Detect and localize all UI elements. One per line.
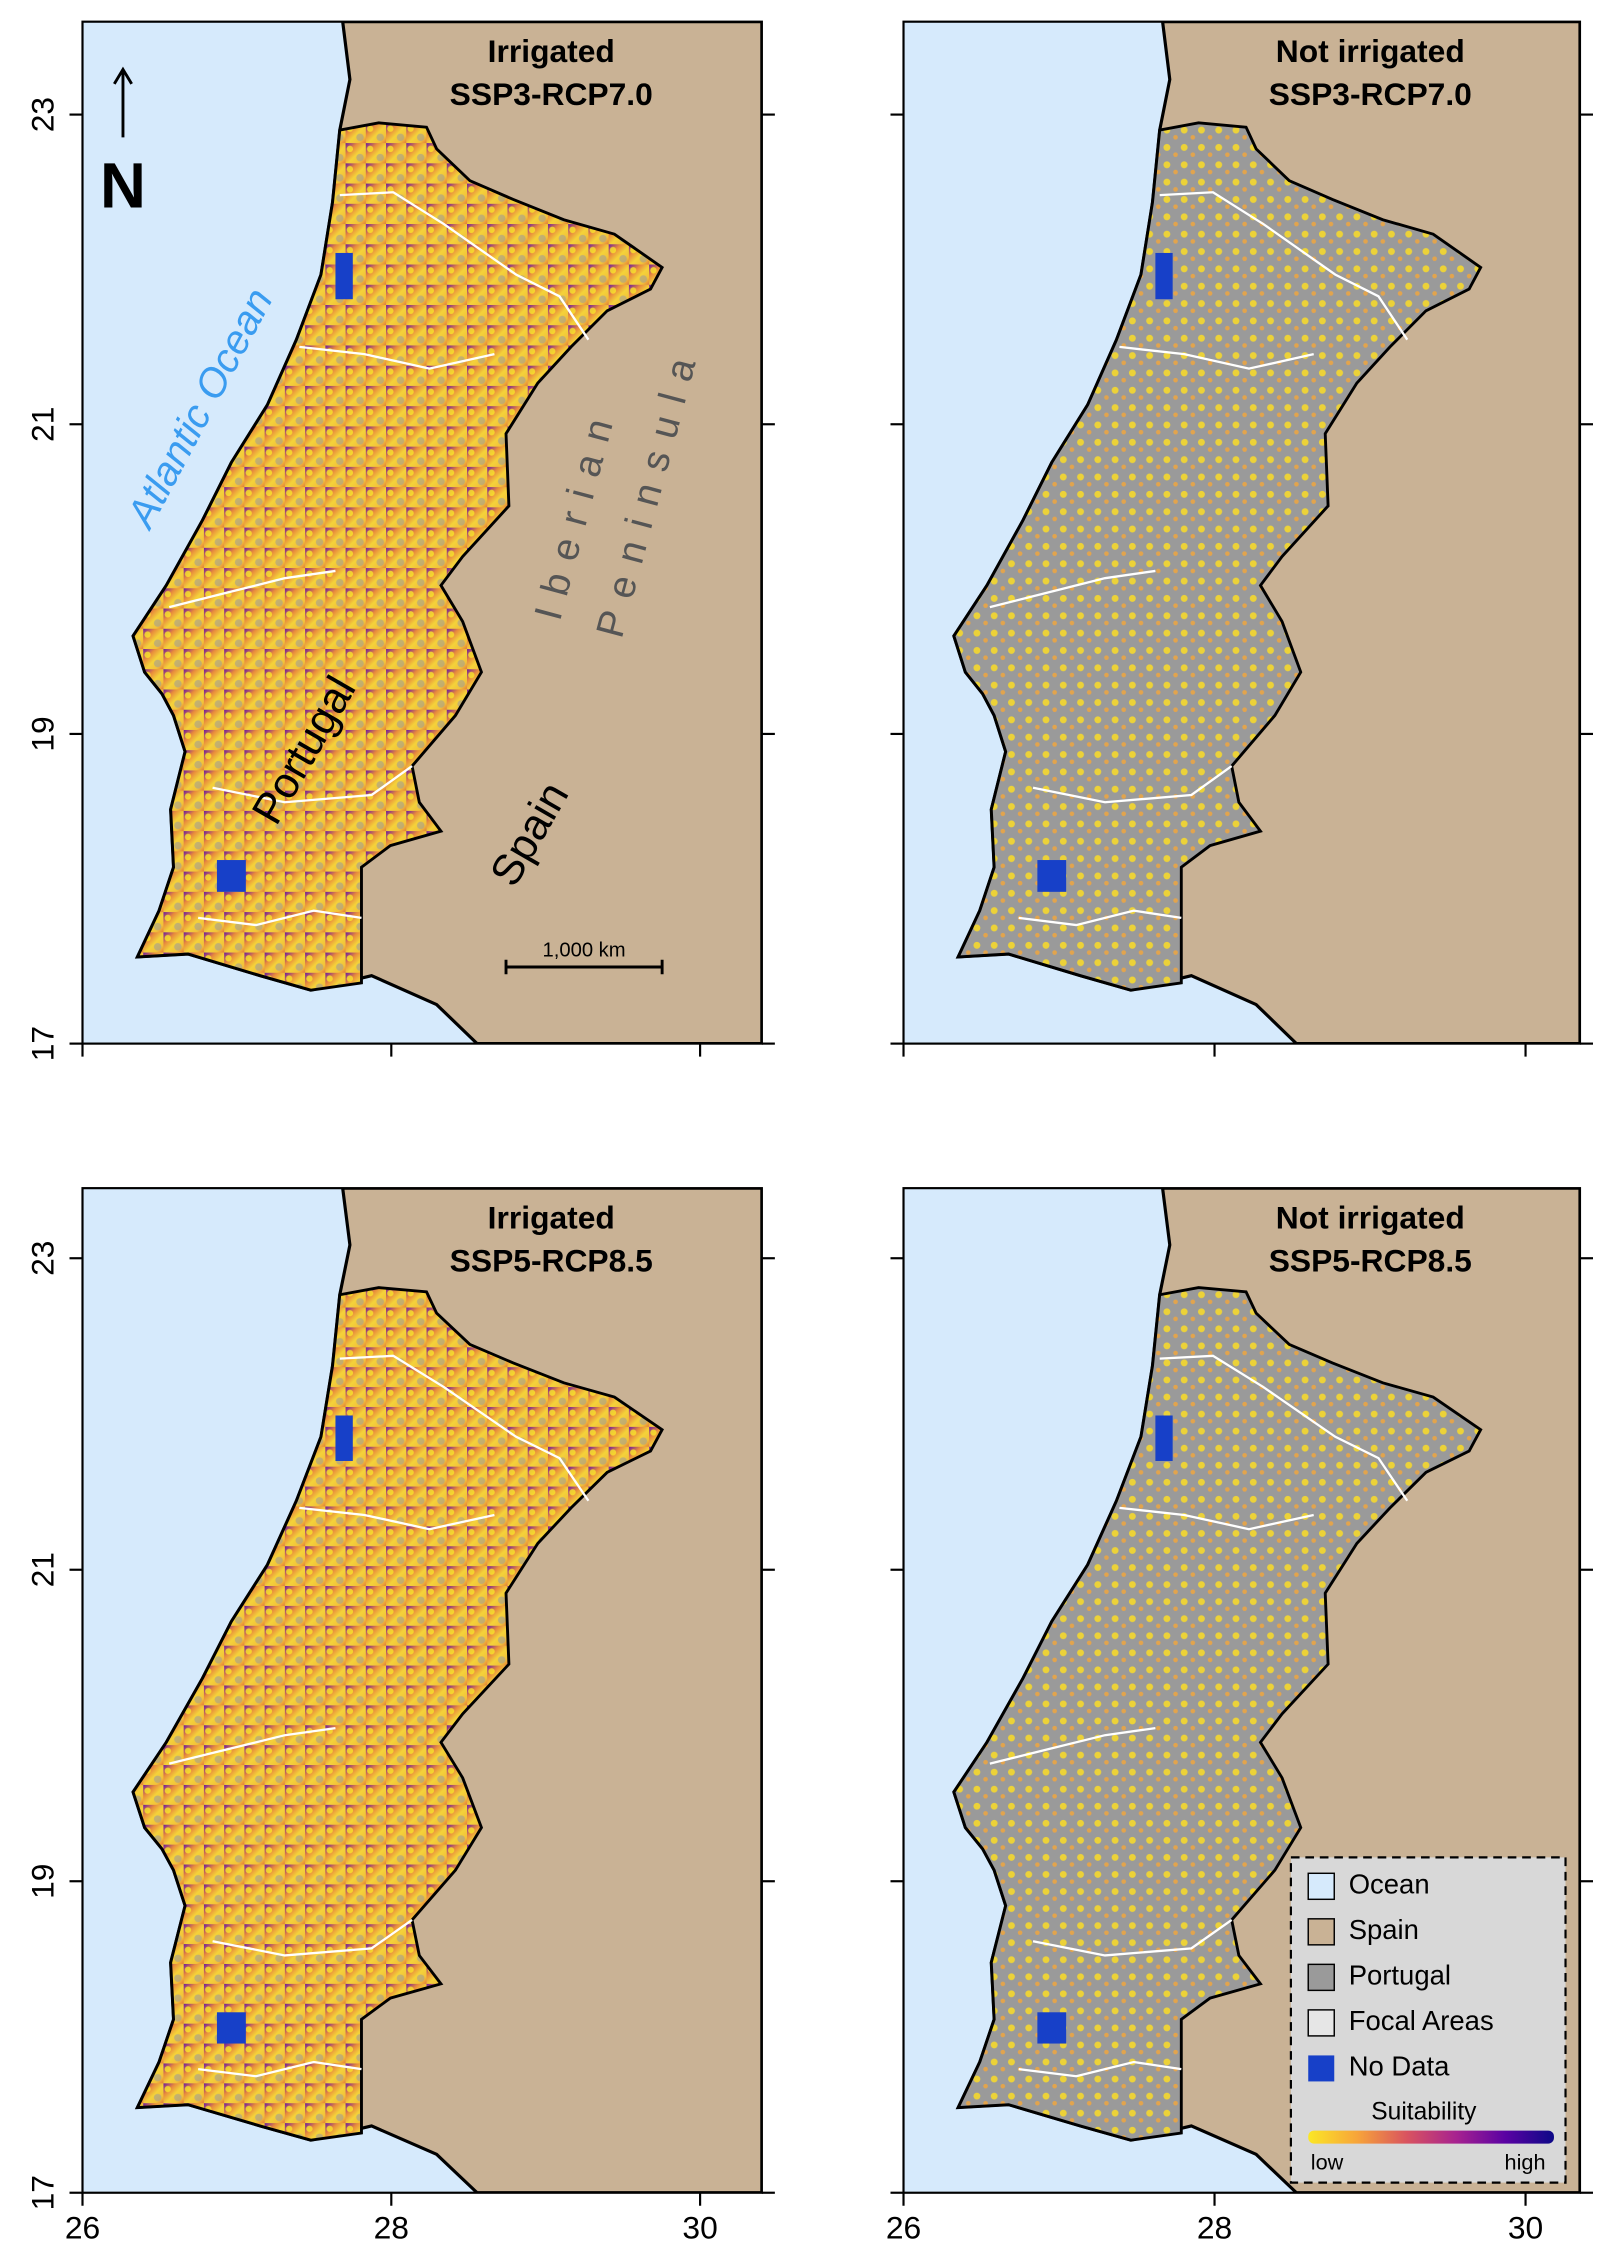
y-tick-label: 23 [24,97,60,132]
north-arrow-head [113,66,133,85]
focal-area-border [1018,909,1182,927]
no-data-area [1037,860,1067,892]
no-data-area [1155,252,1173,300]
no-data-area [216,2012,246,2044]
no-data-area [335,1415,353,1461]
legend-swatch [1307,1918,1335,1946]
panel-title: Irrigated [488,33,615,69]
no-data-area [1037,2012,1067,2044]
legend-label: Focal Areas [1349,2005,1494,2036]
portugal-layer [952,121,1483,992]
portugal-layer [131,1286,664,2142]
panel-frame [81,20,763,1045]
legend-swatch [1308,2055,1335,2082]
panel-title: SSP3-RCP7.0 [450,76,653,112]
panel-title: Irrigated [488,1199,615,1235]
legend-label: No Data [1349,2051,1450,2082]
x-tick-label: 28 [374,2210,409,2246]
legend-swatch [1307,1963,1335,1992]
y-tick-label: 21 [24,407,60,442]
panel-title: SSP3-RCP7.0 [1269,76,1472,112]
legend-box [1289,1856,1567,2184]
legend-label: Spain [1349,1914,1419,1945]
focal-area-border [299,345,495,370]
focal-area-border [1032,765,1233,804]
panel-frame [81,1187,763,2194]
x-tick-label: 28 [1197,2210,1232,2246]
y-tick-label: 17 [24,2175,60,2210]
colorbar-title: Suitability [1371,2099,1477,2126]
legend-label: Ocean [1349,1869,1430,1900]
no-data-area [1155,1415,1173,1461]
focal-area-border [1119,1506,1314,1531]
x-tick-label: 30 [1508,2210,1543,2246]
map-panel: Irrigated SSP3-RCP7.0 17 19 21 23 [24,20,775,1061]
focal-area-border [212,765,413,804]
focal-area-border [197,909,362,927]
focal-area-border [1119,345,1314,370]
x-tick-label: 26 [886,2210,921,2246]
legend-swatch [1307,1872,1335,1901]
x-tick-label: 30 [682,2210,717,2246]
panel-frame [902,1187,1582,2194]
panel-title: SSP5-RCP8.5 [1269,1243,1472,1279]
focal-area-border [168,569,336,609]
portugal-layer [131,121,664,992]
map-panel: Not irrigated SSP3-RCP7.0 [890,20,1593,1057]
colorbar-low: low [1311,2150,1344,2175]
panel-title: Not irrigated [1276,1199,1465,1235]
colorbar [1308,2130,1554,2144]
focal-area-border [989,569,1156,609]
panel-title: SSP5-RCP8.5 [450,1243,653,1279]
focal-area-border [212,1918,413,1957]
y-tick-label: 17 [24,1026,60,1061]
no-data-area [335,252,353,300]
focal-area-border [168,1726,336,1765]
panel-title: Not irrigated [1276,33,1465,69]
focal-area-border [339,1354,590,1502]
focal-area-border [1159,191,1409,341]
focal-area-border [339,191,590,341]
focal-area-border [197,2060,362,2078]
y-tick-label: 21 [24,1552,60,1587]
y-tick-label: 19 [24,1864,60,1899]
focal-area-border [1159,1354,1409,1502]
portugal-layer [952,1286,1483,2142]
north-label: N [100,151,146,222]
map-panel: Not irrigated SSP5-RCP8.5 26 28 30 [886,1187,1593,2246]
y-tick-label: 23 [24,1241,60,1276]
scale-label: 1,000 km [542,939,625,961]
focal-area-border [299,1506,495,1531]
map-panel: Irrigated SSP5-RCP8.5 17 19 21 23 26 28 30 [24,1187,775,2246]
colorbar-high: high [1505,2150,1546,2175]
scale-bar [504,959,664,975]
legend-label: Portugal [1349,1960,1451,1991]
no-data-area [216,860,246,892]
focal-area-border [989,1726,1156,1765]
x-tick-label: 26 [65,2210,100,2246]
focal-area-border [1032,1918,1233,1957]
panel-frame [902,20,1582,1045]
y-tick-label: 19 [24,716,60,751]
focal-area-border [1018,2060,1182,2078]
legend-swatch [1307,2009,1335,2037]
